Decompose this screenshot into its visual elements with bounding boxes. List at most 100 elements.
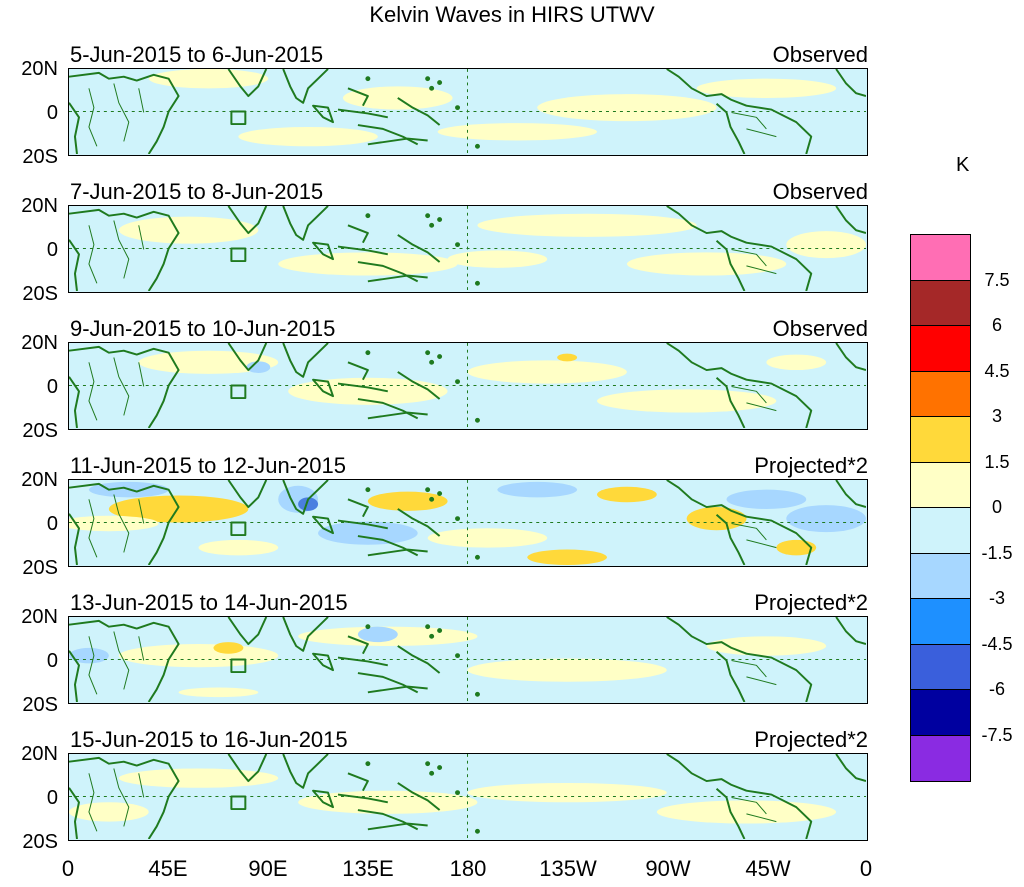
se-asia-coast (282, 754, 441, 831)
anomaly-region (298, 497, 319, 511)
anomaly-region (138, 350, 279, 374)
panel-kind: Observed (772, 179, 868, 204)
island-dot (365, 350, 371, 356)
island-dot (425, 213, 431, 219)
map-svg (69, 754, 866, 839)
africa-borders (88, 768, 145, 832)
map-panel: 7-Jun-2015 to 8-Jun-2015 Observed 20N 0 20S (0, 179, 900, 317)
anomaly-region (467, 782, 667, 803)
w-africa-coast (835, 343, 866, 371)
map-svg (69, 343, 866, 428)
australia-coast (367, 685, 428, 694)
map-panel: 11-Jun-2015 to 12-Jun-2015 Projected*2 20N… (0, 453, 900, 591)
colorbar-swatch (911, 326, 970, 372)
map-panel: 5-Jun-2015 to 6-Jun-2015 Observed 20N 0 20S (0, 42, 900, 180)
x-tick: 45E (148, 856, 188, 881)
x-tick: 45W (745, 856, 791, 881)
island-dot (429, 633, 435, 639)
island-outline (230, 247, 247, 263)
anomaly-region (178, 687, 259, 698)
colorbar-swatch (911, 280, 970, 326)
anomaly-region (198, 539, 279, 556)
anomaly-region (246, 361, 271, 373)
colorbar-label: 7.5 (984, 269, 1010, 290)
y-tick-mid: 0 (46, 513, 58, 535)
x-tick: 180 (449, 856, 487, 881)
americas-coast (666, 754, 813, 839)
island-dot (437, 628, 443, 633)
anomaly-region (437, 123, 598, 141)
x-tick: 135W (539, 856, 597, 881)
colorbar-label: -3 (988, 588, 1005, 608)
anomaly-region (686, 507, 747, 531)
map-plot (68, 479, 868, 567)
anomaly-region (427, 528, 548, 548)
island-dot (425, 761, 431, 767)
island-dot (429, 496, 435, 502)
colorbar-swatch (911, 508, 970, 554)
coastlines (69, 69, 866, 154)
coastlines (69, 206, 866, 291)
panel-kind: Projected*2 (754, 590, 868, 615)
map-panel: 13-Jun-2015 to 14-Jun-2015 Projected*2 20N… (0, 590, 900, 728)
australia-coast (367, 548, 428, 557)
island-outline (230, 658, 247, 674)
panel-kind: Observed (772, 316, 868, 341)
africa-coast (69, 345, 180, 428)
india-coast (227, 617, 268, 646)
africa-borders (88, 631, 145, 695)
australia-coast (367, 411, 428, 420)
se-asia-coast (282, 69, 441, 146)
anomaly-region (118, 216, 259, 244)
anomaly-region (238, 126, 378, 147)
island-dot (365, 624, 371, 630)
panel-date-range: 7-Jun-2015 to 8-Jun-2015 (70, 179, 324, 204)
americas-coast (666, 206, 813, 291)
anomaly-region (213, 642, 244, 654)
island-outline (230, 521, 247, 537)
anomaly-region (626, 252, 787, 276)
australia-coast (367, 822, 428, 831)
africa-coast (69, 756, 180, 839)
coastlines (69, 480, 866, 565)
island-dot (474, 554, 480, 560)
map-svg (69, 617, 866, 702)
anomaly-region (726, 489, 807, 509)
americas-borders (731, 385, 777, 412)
se-asia-coast (282, 480, 441, 557)
india-coast (227, 754, 268, 783)
island-dot (437, 491, 443, 496)
island-dot (474, 828, 480, 834)
island-outline (230, 795, 247, 811)
y-tick-mid: 0 (46, 239, 58, 261)
india-coast (227, 480, 268, 509)
colorbar-label: 0 (991, 497, 1002, 517)
map-svg (69, 480, 866, 565)
y-tick-top: 20N (21, 332, 58, 354)
anomaly-region (357, 626, 398, 643)
island-dot (425, 350, 431, 356)
anomaly-region (786, 231, 866, 259)
anomaly-region (497, 481, 578, 498)
y-tick-top: 20N (21, 743, 58, 765)
y-tick-top: 20N (21, 606, 58, 628)
colorbar-swatch (911, 371, 970, 417)
colorbar-label: 6 (991, 315, 1002, 335)
map-panel: 15-Jun-2015 to 16-Jun-2015 Projected*2 20N… (0, 727, 900, 865)
colorbar-label: -4.5 (981, 633, 1013, 654)
x-tick: 90E (248, 856, 288, 881)
se-asia-coast (282, 343, 441, 420)
island-dot (425, 624, 431, 630)
panel-date-range: 5-Jun-2015 to 6-Jun-2015 (70, 42, 324, 67)
africa-borders (88, 494, 145, 558)
anomaly-region (706, 636, 827, 656)
w-africa-coast (835, 617, 866, 645)
panel-date-range: 13-Jun-2015 to 14-Jun-2015 (70, 590, 348, 615)
island-dot (429, 770, 435, 776)
x-axis: 0 45E 90E 135E 180 135W 90W 45W 0 (0, 855, 900, 885)
anomaly-region (696, 78, 837, 98)
colorbar (910, 234, 971, 782)
se-asia-coast (282, 206, 441, 283)
colorbar-swatch (911, 553, 970, 599)
colorbar-swatch (911, 417, 970, 463)
